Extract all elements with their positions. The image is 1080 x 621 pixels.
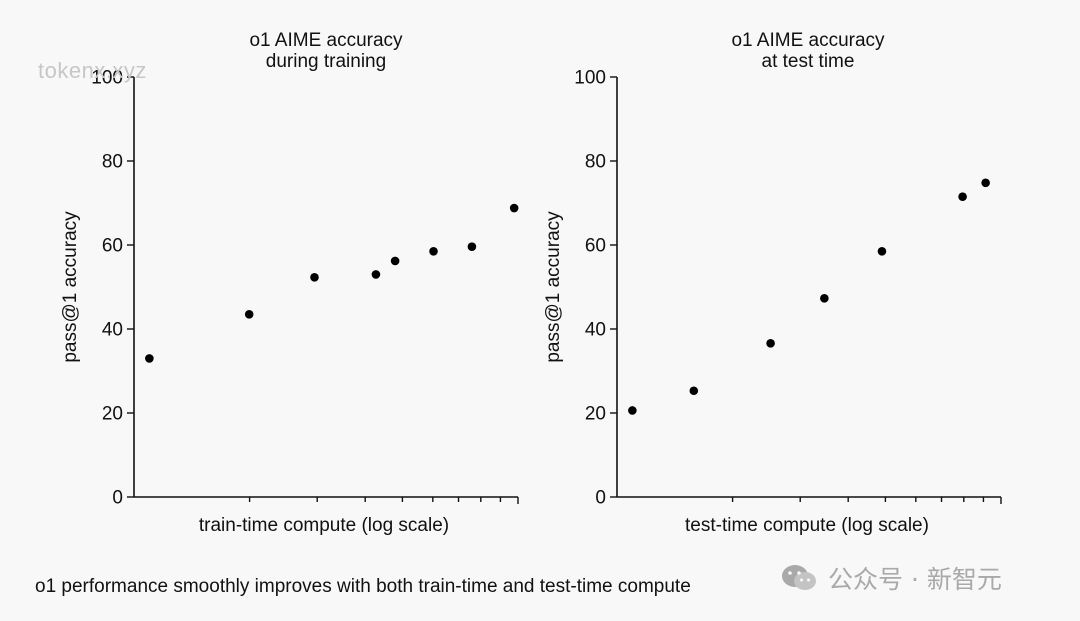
chart-train-point-8 [509,203,519,213]
chart-train-point-3 [310,273,319,282]
chart-test-point-3 [766,338,775,348]
chart-test-title-line-2: at test time [762,51,855,72]
chart-train-y-tick-label-20: 20 [102,404,123,425]
chart-test-x-axis-label: test-time compute (log scale) [685,515,929,536]
chart-test-y-tick-label-40: 40 [585,320,606,341]
chart-test-y-axis-label: pass@1 accuracy [543,211,564,363]
chart-train-y-tick-label-40: 40 [102,320,123,341]
chart-test-y-tick-label-60: 60 [585,236,606,257]
chart-train-x-axis-label: train-time compute (log scale) [199,515,449,536]
chart-train-point-7 [467,242,477,251]
chart-test-point-7 [981,178,990,188]
chart-train-point-6 [429,247,438,256]
chart-train-y-tick-label-60: 60 [102,236,123,257]
chart-test-point-2 [689,386,699,396]
chart-test-point-5 [877,247,887,256]
source-badge: 公众号 · 新智元 [780,562,1002,594]
chart-test-y-tick-label-20: 20 [585,404,606,425]
chart-test-point-1 [628,406,637,415]
chart-train-point-4 [371,270,381,279]
chart-test-point-4 [820,294,829,303]
chart-train-point-2 [244,310,254,319]
chart-test-title-line-1: o1 AIME accuracy [731,30,885,51]
chart-train-title-line-1: o1 AIME accuracy [249,30,403,51]
chart-train-point-1 [145,354,154,363]
chart-test-y-tick-label-0: 0 [595,488,606,509]
chart-test-point-6 [958,192,967,201]
chart-test-y-tick-label-80: 80 [585,152,606,173]
chart-train-y-tick-label-0: 0 [112,488,123,509]
chart-train-point-5 [390,256,400,266]
chart-test-y-tick-label-100: 100 [574,68,606,89]
source-badge-text: 公众号 · 新智元 [828,565,1002,594]
figure-caption: o1 performance smoothly improves with bo… [35,576,691,597]
chart-train-y-tick-label-100: 100 [91,68,123,89]
chart-train-y-axis-label: pass@1 accuracy [60,211,81,363]
chart-train-title-line-2: during training [266,51,386,72]
wechat-icon [782,565,816,590]
chart-train-y-tick-label-80: 80 [102,152,123,173]
watermark-text: tokenx.xyz [38,58,147,83]
